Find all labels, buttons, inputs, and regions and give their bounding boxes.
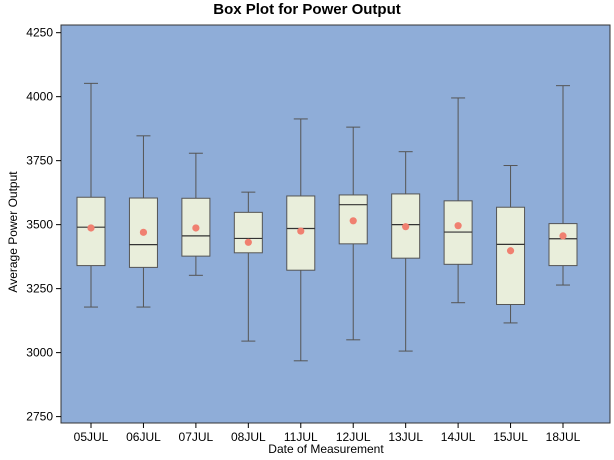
- x-tick-label: 11JUL: [284, 430, 318, 444]
- box-18JUL: [548, 85, 578, 286]
- x-tick-label: 05JUL: [74, 430, 109, 444]
- y-tick-label: 2750: [26, 410, 53, 424]
- iqr-box: [286, 195, 316, 271]
- box-11JUL: [286, 118, 316, 362]
- x-tick-label: 08JUL: [231, 430, 266, 444]
- y-tick-label: 3250: [26, 282, 53, 296]
- box-14JUL: [443, 97, 473, 304]
- iqr-box: [233, 211, 263, 254]
- x-tick-label: 06JUL: [126, 430, 161, 444]
- box-07JUL: [181, 152, 211, 276]
- mean-marker: [87, 224, 95, 232]
- box-13JUL: [391, 151, 421, 352]
- box-15JUL: [496, 165, 526, 324]
- iqr-box: [496, 206, 526, 305]
- mean-marker: [244, 238, 252, 246]
- y-tick-label: 3500: [26, 218, 53, 232]
- mean-marker: [454, 222, 462, 230]
- x-tick-label: 12JUL: [336, 430, 371, 444]
- box-06JUL: [128, 135, 158, 308]
- box-12JUL: [338, 126, 368, 341]
- iqr-box: [548, 223, 578, 267]
- mean-marker: [402, 223, 410, 231]
- y-tick-label: 4000: [26, 90, 53, 104]
- mean-marker: [559, 232, 567, 240]
- x-tick-label: 15JUL: [493, 430, 528, 444]
- box-series: [76, 82, 578, 362]
- box-05JUL: [76, 82, 106, 308]
- y-tick-label: 4250: [26, 26, 53, 40]
- y-axis: 2750 3000 3250 3500 3750 4000 4250: [26, 26, 61, 424]
- x-tick-label: 07JUL: [179, 430, 214, 444]
- mean-marker: [297, 227, 305, 235]
- mean-marker: [506, 247, 515, 255]
- mean-marker: [349, 217, 357, 225]
- y-axis-title: Average Power Output: [6, 171, 20, 293]
- y-tick-label: 3750: [26, 154, 53, 168]
- x-tick-label: 18JUL: [546, 430, 581, 444]
- mean-marker: [139, 228, 148, 236]
- chart-title: Box Plot for Power Output: [213, 1, 401, 18]
- x-tick-label: 13JUL: [388, 430, 423, 444]
- mean-marker: [192, 224, 200, 232]
- y-tick-label: 3000: [26, 346, 53, 360]
- x-tick-label: 14JUL: [441, 430, 476, 444]
- x-axis-title: Date of Measurement: [268, 442, 384, 456]
- box-08JUL: [233, 191, 263, 342]
- x-axis: 05JUL 06JUL 07JUL 08JUL 11JUL 12JUL 13JUL 14JUL…: [74, 423, 581, 444]
